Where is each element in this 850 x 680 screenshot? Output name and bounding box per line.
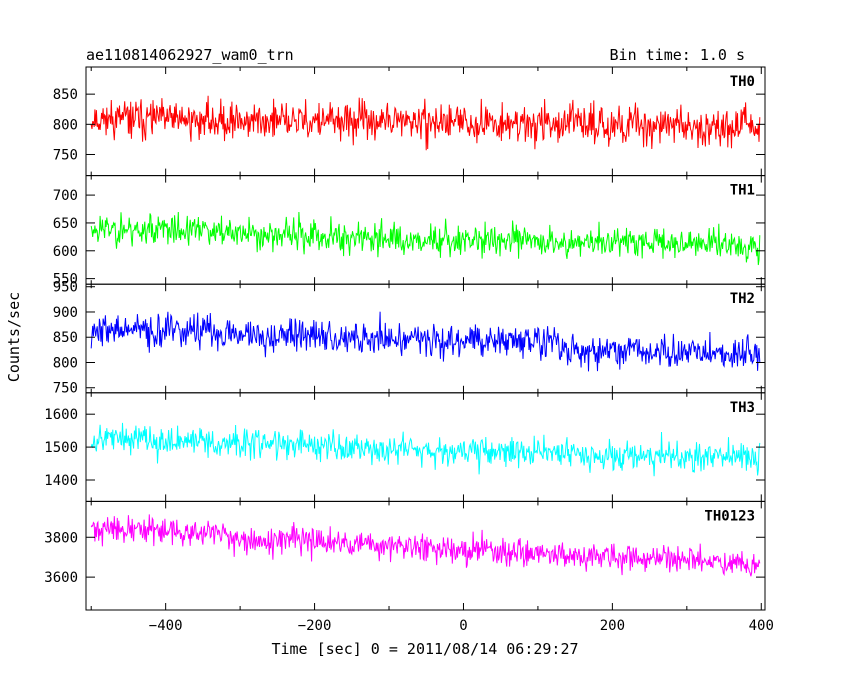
y-tick-label: 900	[53, 305, 78, 321]
y-tick-label: 650	[53, 216, 78, 232]
y-tick-label: 3800	[44, 530, 78, 546]
x-tick-label: 400	[749, 618, 774, 634]
y-tick-label: 800	[53, 117, 78, 133]
series-line-th0	[90, 95, 761, 151]
y-tick-label: 1500	[44, 440, 78, 456]
chart-title: ae110814062927_wam0_trn	[86, 46, 294, 64]
y-tick-label: 750	[53, 381, 78, 397]
series-line-th2	[90, 311, 761, 372]
panel-th2: 750 800 850 900 950 TH2	[53, 280, 766, 397]
bin-time-label: Bin time: 1.0 s	[610, 46, 745, 64]
panel-frame	[85, 500, 766, 611]
panel-th3: 1400 1500 1600 TH3	[44, 392, 766, 502]
y-tick-label: 800	[53, 355, 78, 371]
series-line-th3	[90, 422, 761, 477]
y-tick-label: 600	[53, 244, 78, 260]
y-tick-label: 3600	[44, 570, 78, 586]
x-tick-label: −400	[149, 618, 183, 634]
panel-label: TH0123	[704, 508, 755, 524]
x-axis: −400 −200 0 200 400	[149, 618, 774, 634]
panel-th1: 550 600 650 700 TH1	[53, 175, 766, 288]
panel-th0123: 3600 3800 TH0123	[44, 500, 766, 611]
y-tick-label: 1600	[44, 407, 78, 423]
series-line-th1	[90, 211, 761, 266]
panel-label: TH3	[730, 400, 755, 416]
panel-label: TH1	[730, 183, 755, 199]
x-tick-label: −200	[298, 618, 332, 634]
x-axis-label: Time [sec] 0 = 2011/08/14 06:29:27	[271, 640, 578, 658]
panel-th0: 750 800 850 TH0	[53, 66, 766, 177]
y-tick-label: 550	[53, 272, 78, 288]
y-tick-label: 950	[53, 280, 78, 296]
y-tick-label: 850	[53, 87, 78, 103]
y-tick-label: 850	[53, 330, 78, 346]
x-tick-label: 200	[600, 618, 625, 634]
panels-group: 750 800 850 TH0 550 600 650 700 TH1 750 800 850 900 9…	[44, 66, 766, 611]
panel-frame	[85, 392, 766, 502]
series-line-th0123	[90, 514, 761, 577]
y-tick-label: 750	[53, 147, 78, 163]
y-axis-label: Counts/sec	[5, 292, 23, 382]
y-tick-label: 700	[53, 188, 78, 204]
panel-label: TH2	[730, 291, 755, 307]
x-tick-label: 0	[459, 618, 467, 634]
panel-label: TH0	[730, 74, 755, 90]
y-tick-label: 1400	[44, 473, 78, 489]
